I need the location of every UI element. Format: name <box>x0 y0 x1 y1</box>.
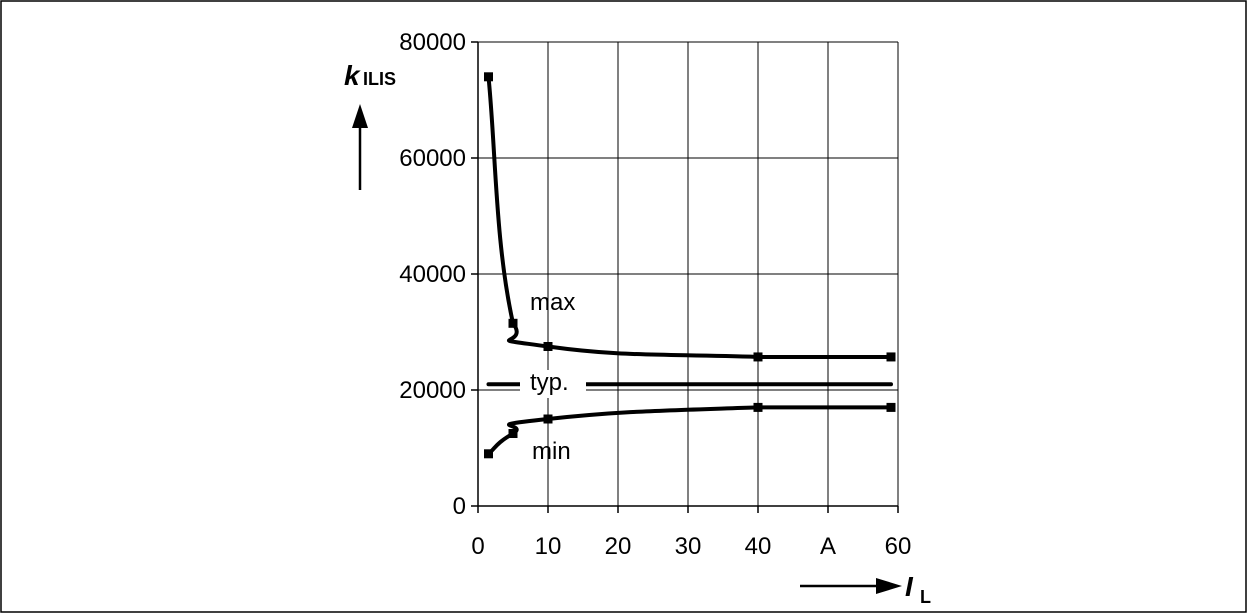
x-tick-label-4: 40 <box>745 533 772 560</box>
y-tick-label-4: 80000 <box>399 29 466 56</box>
data-point-max-3 <box>753 352 763 362</box>
data-point-max-4 <box>886 352 896 362</box>
markers <box>484 72 896 459</box>
x-axis-subscript: L <box>920 587 931 607</box>
tick-labels: 0 20000 40000 60000 80000 0 10 20 30 40 A 60 <box>399 29 911 560</box>
y-tick-label-3: 60000 <box>399 145 466 172</box>
data-point-max-0 <box>484 72 493 82</box>
axes <box>471 41 899 513</box>
series-label-min: min <box>532 438 571 465</box>
x-axis-label: I L <box>800 571 931 607</box>
y-axis-subscript: ILIS <box>363 69 396 89</box>
data-point-min-1 <box>508 429 518 438</box>
grid <box>477 41 899 507</box>
data-point-max-2 <box>543 342 553 351</box>
data-point-max-1 <box>508 318 518 328</box>
x-tick-label-2: 20 <box>605 533 632 560</box>
data-point-min-3 <box>753 402 763 412</box>
x-tick-label-3: 30 <box>675 533 702 560</box>
x-axis-symbol: I <box>905 571 914 602</box>
annotations: max typ. min <box>520 289 586 465</box>
y-axis-symbol: k <box>344 60 361 91</box>
data-point-min-0 <box>484 449 493 459</box>
series-label-max: max <box>530 289 575 316</box>
y-tick-label-2: 40000 <box>399 261 466 288</box>
series-label-background-typ <box>520 370 586 398</box>
data-point-min-4 <box>886 402 896 412</box>
y-tick-label-0: 0 <box>453 493 466 520</box>
x-axis-arrow-head <box>876 578 902 594</box>
y-axis-label: k ILIS <box>344 60 396 190</box>
x-tick-label-6: 60 <box>885 533 912 560</box>
y-axis-arrow-head <box>352 104 368 128</box>
x-tick-label-5: A <box>820 533 836 560</box>
x-tick-label-1: 10 <box>535 533 562 560</box>
data-point-min-2 <box>543 414 553 424</box>
series-label-typ: typ. <box>530 369 569 396</box>
x-tick-label-0: 0 <box>471 533 484 560</box>
y-tick-label-1: 20000 <box>399 377 466 404</box>
